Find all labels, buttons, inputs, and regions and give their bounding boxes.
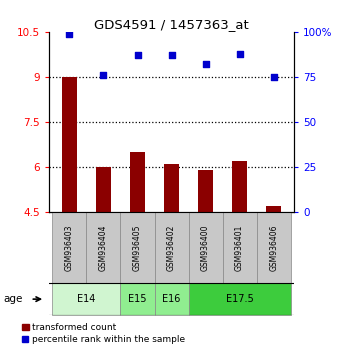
Point — [271, 74, 276, 80]
Bar — [198, 170, 213, 212]
Text: E14: E14 — [77, 294, 96, 304]
Bar — [223, 212, 257, 283]
Text: age: age — [3, 294, 23, 304]
Bar — [120, 212, 154, 283]
Text: GSM936405: GSM936405 — [133, 224, 142, 271]
Text: GSM936404: GSM936404 — [99, 224, 108, 271]
Bar — [96, 167, 111, 212]
Title: GDS4591 / 1457363_at: GDS4591 / 1457363_at — [94, 18, 249, 31]
Text: E17.5: E17.5 — [226, 294, 254, 304]
Text: GSM936406: GSM936406 — [269, 224, 278, 271]
Bar — [154, 212, 189, 283]
Point — [169, 52, 174, 58]
Bar — [52, 212, 87, 283]
Text: GSM936400: GSM936400 — [201, 224, 210, 271]
Bar — [87, 212, 120, 283]
Bar — [164, 164, 179, 212]
Bar — [52, 283, 120, 315]
Bar — [189, 283, 291, 315]
Point — [101, 72, 106, 78]
Bar — [257, 212, 291, 283]
Bar — [266, 206, 281, 212]
Point — [135, 52, 140, 58]
Bar — [62, 77, 77, 212]
Bar — [130, 152, 145, 212]
Bar — [232, 161, 247, 212]
Point — [237, 51, 242, 56]
Text: GSM936402: GSM936402 — [167, 224, 176, 271]
Point — [203, 62, 208, 67]
Text: E15: E15 — [128, 294, 147, 304]
Bar — [154, 283, 189, 315]
Point — [67, 31, 72, 36]
Text: GSM936401: GSM936401 — [235, 224, 244, 271]
Legend: transformed count, percentile rank within the sample: transformed count, percentile rank withi… — [18, 320, 189, 348]
Text: GSM936403: GSM936403 — [65, 224, 74, 271]
Bar — [120, 283, 154, 315]
Bar — [189, 212, 223, 283]
Text: E16: E16 — [162, 294, 181, 304]
